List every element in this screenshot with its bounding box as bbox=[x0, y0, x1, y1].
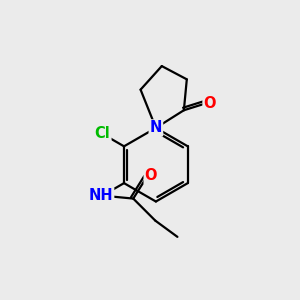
Text: Cl: Cl bbox=[95, 126, 110, 141]
Text: O: O bbox=[145, 168, 157, 183]
Text: NH: NH bbox=[88, 188, 113, 203]
Text: N: N bbox=[150, 120, 162, 135]
Text: O: O bbox=[203, 96, 216, 111]
